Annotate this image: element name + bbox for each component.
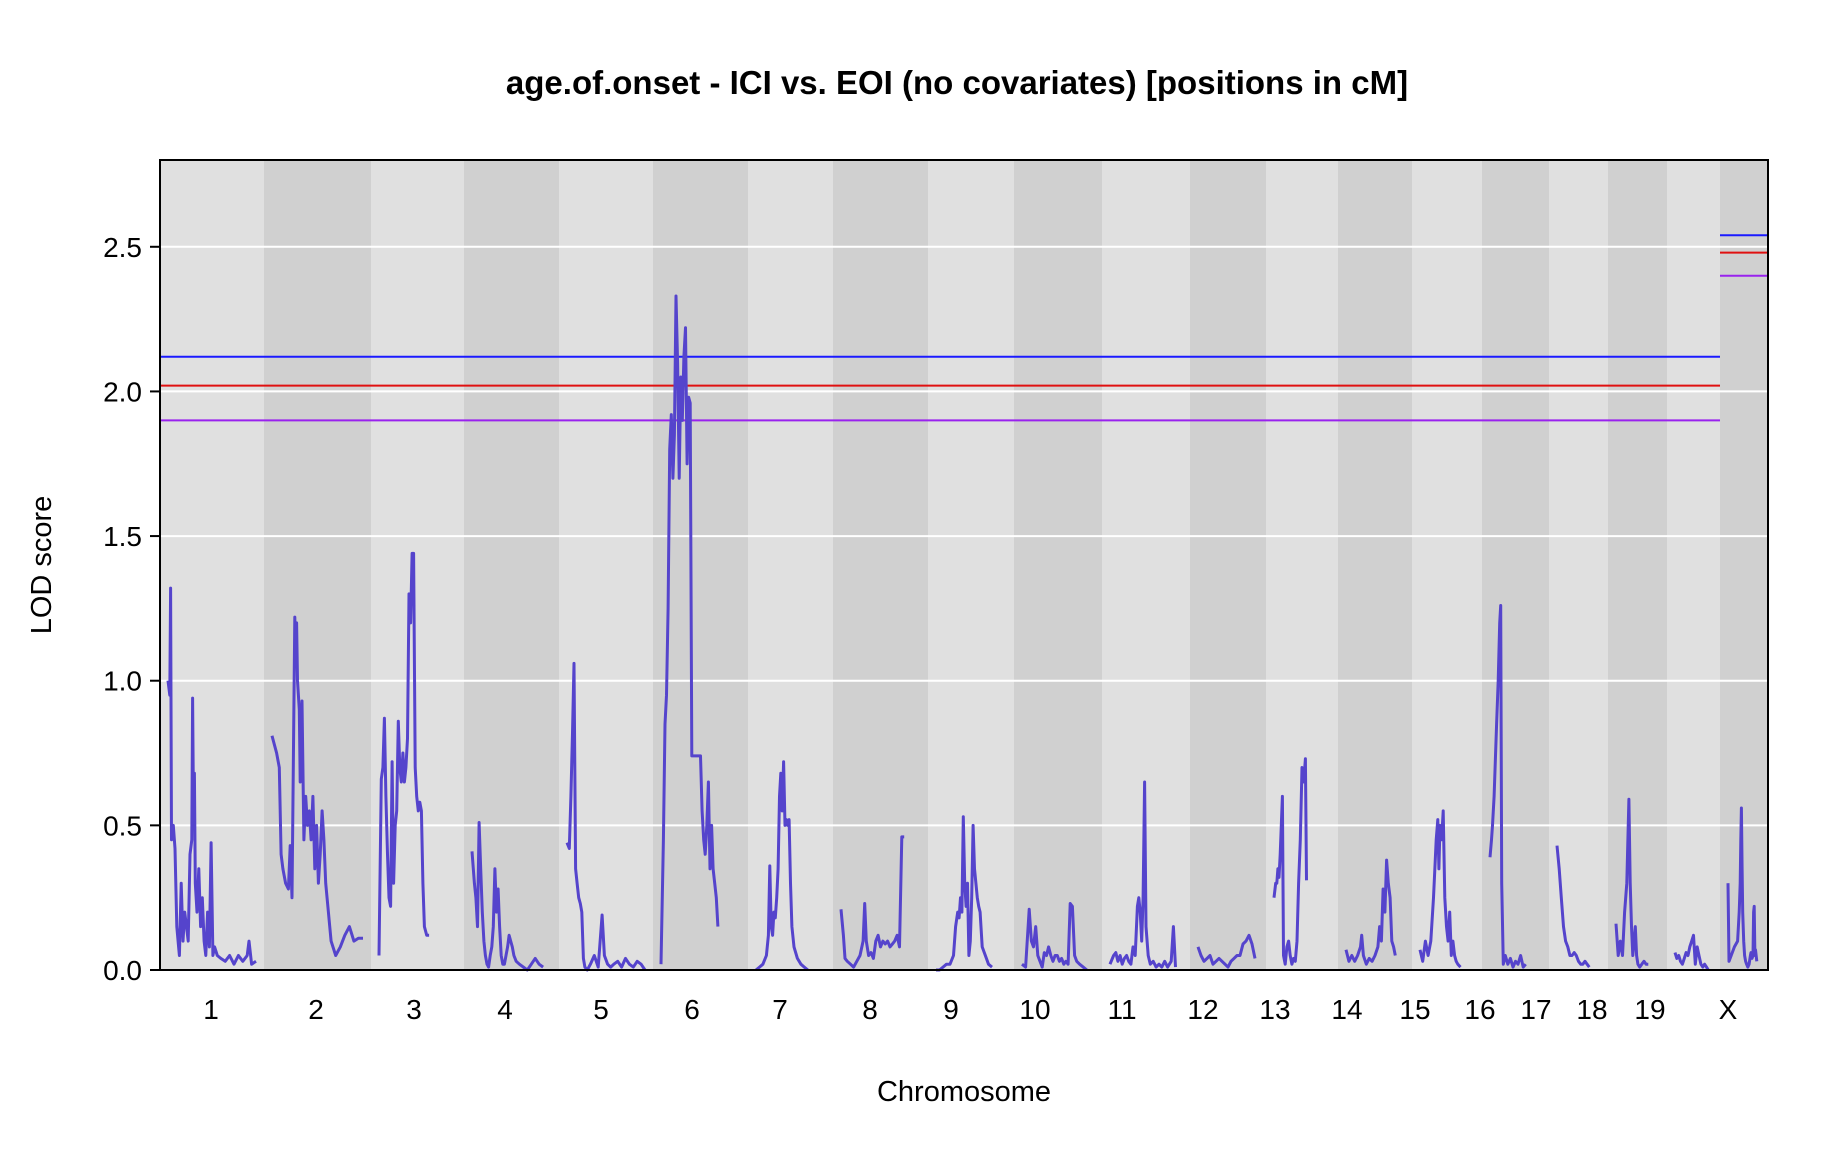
- chromosome-band-8: [833, 160, 928, 970]
- lod-line-chr-3: [377, 551, 430, 956]
- chromosome-band-15: [1412, 160, 1482, 970]
- y-tick-label: 1.5: [103, 521, 142, 552]
- x-tick-label: 8: [862, 994, 878, 1025]
- chromosome-band-X: [1720, 160, 1768, 970]
- x-tick-label: 10: [1019, 994, 1050, 1025]
- x-axis-ticks: 1 2 3 4 5 6 7 8 9 10 11 12 13 14 15 16 17 18 19 X: [203, 994, 1737, 1025]
- chromosome-band-17: [1549, 160, 1608, 970]
- lod-line-chr-5: [565, 661, 647, 972]
- x-tick-label: X: [1719, 994, 1738, 1025]
- chromosome-band-19: [1667, 160, 1720, 970]
- lod-line-chr-17: [1555, 845, 1591, 969]
- lod-line-chr-8: [839, 835, 905, 969]
- x-tick-label: 16: [1464, 994, 1495, 1025]
- x-tick-label: 17: [1520, 994, 1551, 1025]
- lod-line-chr-13: [1272, 757, 1308, 966]
- x-axis-label: Chromosome: [877, 1076, 1051, 1108]
- y-axis-label: LOD score: [26, 496, 58, 635]
- chromosome-band-9: [928, 160, 1014, 970]
- chromosome-band-13: [1266, 160, 1338, 970]
- x-tick-label: 3: [406, 994, 422, 1025]
- chromosome-band-5: [559, 160, 653, 970]
- x-tick-label: 13: [1259, 994, 1290, 1025]
- chromosome-band-1: [160, 160, 264, 970]
- x-tick-label: 12: [1187, 994, 1218, 1025]
- lod-line-chr-4: [470, 821, 544, 972]
- y-tick-label: 1.0: [103, 666, 142, 697]
- x-tick-label: 18: [1576, 994, 1607, 1025]
- chromosome-band-18: [1608, 160, 1667, 970]
- chromosome-bands: [160, 160, 1768, 970]
- lod-line-chr-11: [1108, 780, 1177, 969]
- x-tick-label: 14: [1331, 994, 1362, 1025]
- y-tick-label: 2.5: [103, 232, 142, 263]
- x-tick-label: 6: [684, 994, 700, 1025]
- y-tick-label: 0.5: [103, 810, 142, 841]
- y-tick-label: 2.0: [103, 376, 142, 407]
- lod-line-chr-6: [659, 294, 720, 965]
- lod-line-chr-1: [166, 586, 257, 966]
- chromosome-band-14: [1338, 160, 1412, 970]
- chromosome-band-10: [1014, 160, 1102, 970]
- lod-line-chr-9: [936, 815, 993, 972]
- x-tick-label: 2: [308, 994, 324, 1025]
- lod-line-chr-19: [1673, 933, 1710, 971]
- lod-line-chr-X: [1726, 806, 1759, 969]
- chromosome-band-3: [371, 160, 464, 970]
- lod-line-chr-10: [1021, 902, 1088, 972]
- x-tick-label: 9: [943, 994, 959, 1025]
- lod-line-chr-16: [1488, 604, 1527, 969]
- lod-line-chr-15: [1418, 809, 1462, 969]
- lod-line-chr-18: [1614, 797, 1649, 969]
- x-tick-label: 19: [1634, 994, 1665, 1025]
- x-tick-label: 5: [593, 994, 609, 1025]
- y-axis-ticks: 0.0 0.5 1.0 1.5 2.0 2.5: [103, 232, 160, 986]
- lod-line-chr-12: [1196, 933, 1257, 969]
- chart-title: age.of.onset - ICI vs. EOI (no covariate…: [506, 64, 1408, 101]
- x-tick-label: 1: [203, 994, 219, 1025]
- x-tick-label: 11: [1107, 994, 1136, 1025]
- lod-line-chr-7: [755, 760, 809, 972]
- lod-line-chr-2: [270, 615, 363, 957]
- y-tick-label: 0.0: [103, 955, 142, 986]
- lod-curves: [166, 294, 1759, 972]
- x-tick-label: 15: [1399, 994, 1430, 1025]
- x-tick-label: 7: [772, 994, 788, 1025]
- chromosome-band-12: [1190, 160, 1266, 970]
- threshold-lines: [160, 234, 1768, 422]
- x-tick-label: 4: [497, 994, 513, 1025]
- lod-line-chr-14: [1344, 858, 1397, 966]
- plot-frame: [159, 159, 1769, 971]
